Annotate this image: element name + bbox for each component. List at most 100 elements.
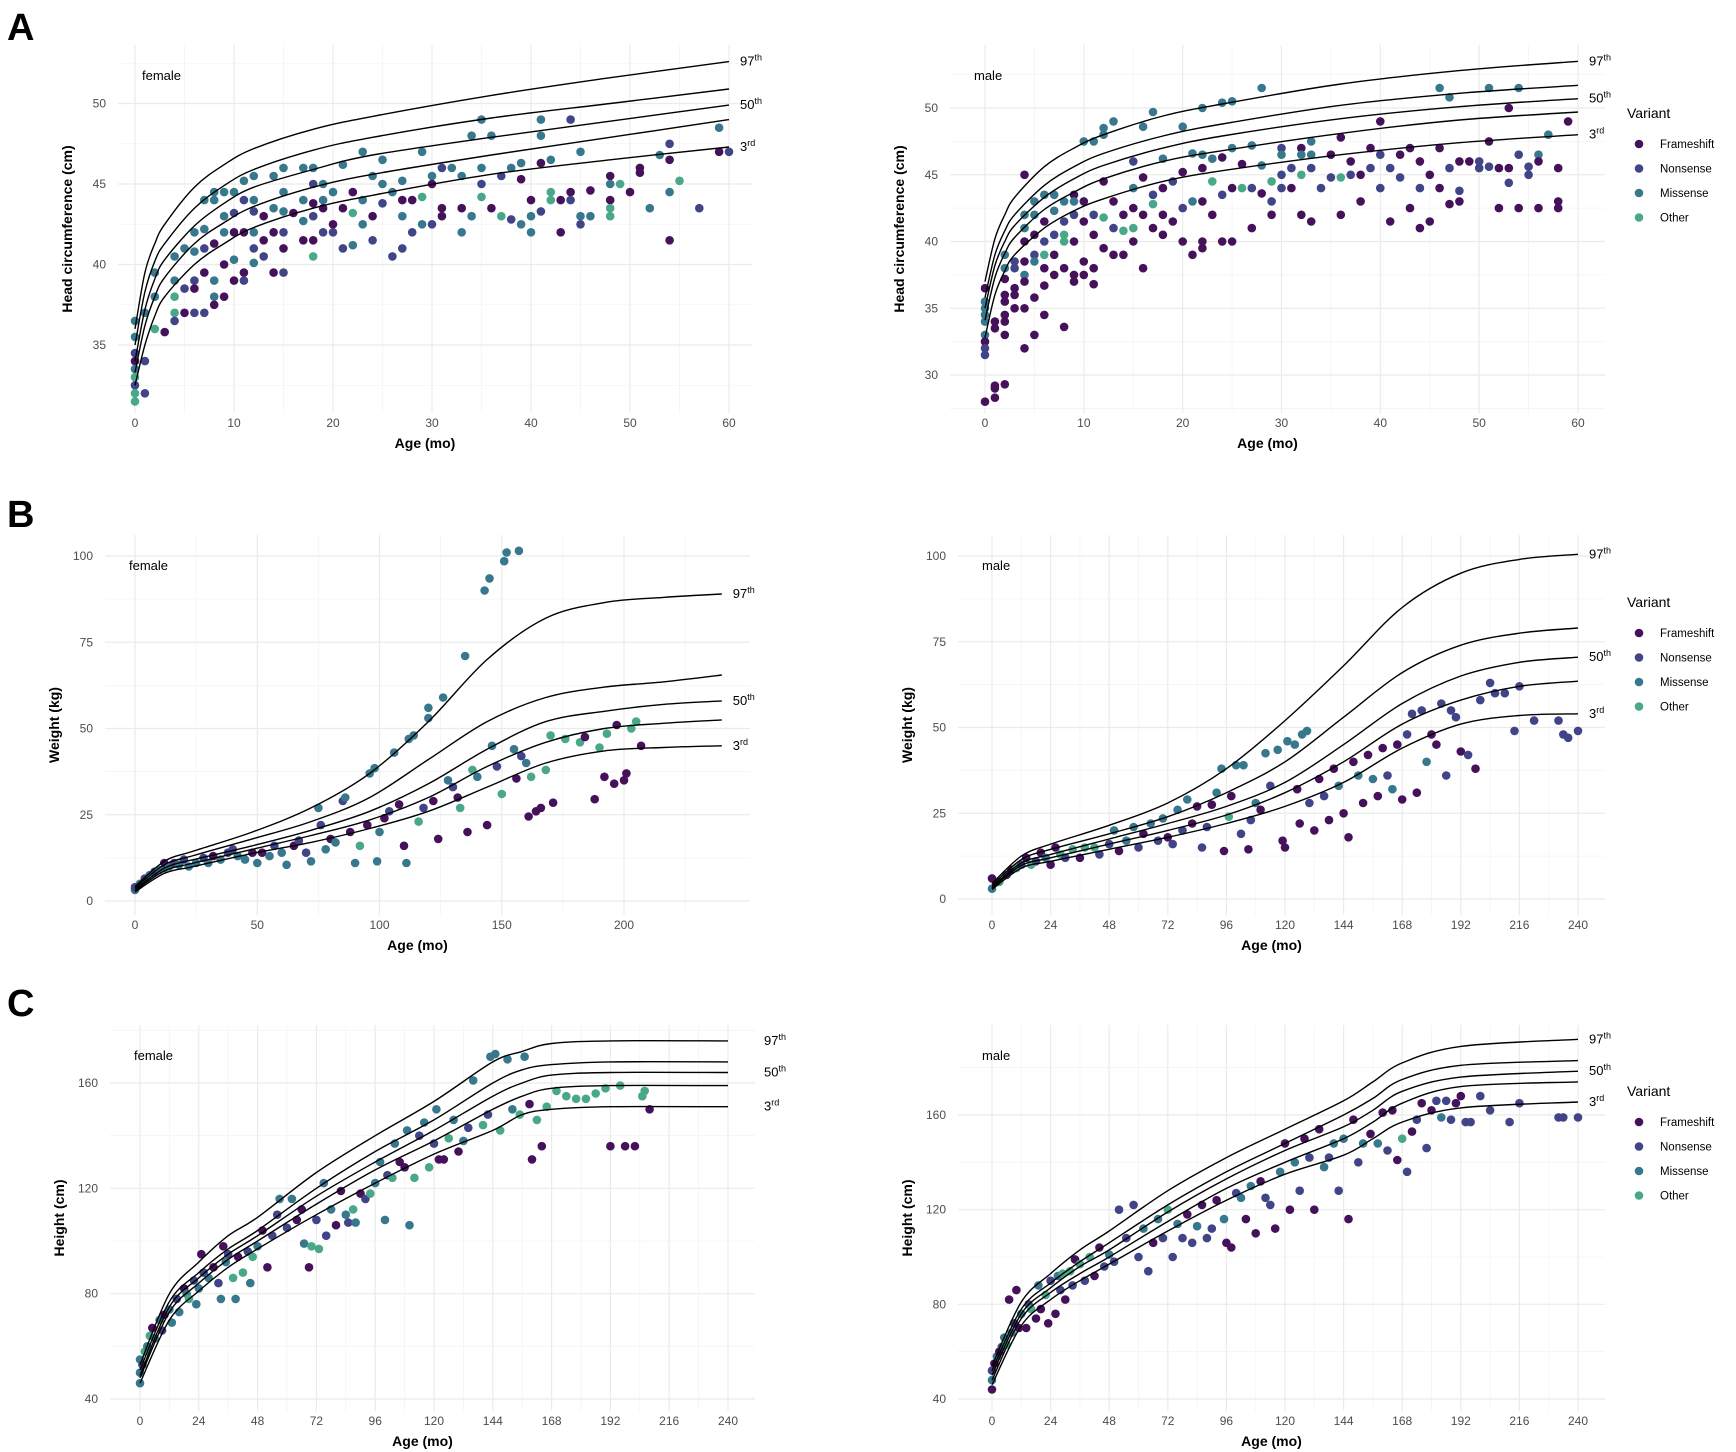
percentile-label: 97th xyxy=(764,1032,786,1048)
data-point-frameshift xyxy=(714,147,724,157)
data-point-nonsense xyxy=(1446,706,1456,715)
data-point-missense xyxy=(1020,270,1029,280)
legend-key-nonsense xyxy=(1634,164,1644,173)
data-point-missense xyxy=(1239,760,1248,770)
x-tick-label: 48 xyxy=(1103,1414,1117,1428)
data-point-nonsense xyxy=(536,207,546,216)
data-point-frameshift xyxy=(219,292,229,302)
data-point-missense xyxy=(1445,93,1454,102)
x-tick-label: 50 xyxy=(251,918,265,932)
x-tick-label: 96 xyxy=(369,1414,383,1428)
data-point-missense xyxy=(1219,1214,1229,1224)
data-point-other xyxy=(348,1205,358,1214)
data-point-frameshift xyxy=(1292,784,1302,794)
data-point-nonsense xyxy=(308,211,318,221)
percentile-curve xyxy=(139,1105,729,1384)
y-tick-label: 80 xyxy=(85,1287,99,1301)
percentile-curve xyxy=(991,1059,1579,1371)
y-tick-label: 75 xyxy=(80,635,94,649)
percentile-label-suffix: th xyxy=(1603,648,1611,658)
percentile-label-suffix: th xyxy=(1603,52,1611,62)
data-point-nonsense xyxy=(1247,183,1257,193)
data-point-missense xyxy=(1277,150,1286,159)
data-point-nonsense xyxy=(477,179,486,189)
data-point-nonsense xyxy=(980,344,990,353)
data-point-frameshift xyxy=(348,187,358,197)
data-point-frameshift xyxy=(160,327,169,337)
y-tick-label: 40 xyxy=(85,1392,99,1406)
percentile-label-number: 3 xyxy=(1589,706,1596,721)
legend: Variant Frameshift Nonsense Missense Other xyxy=(1627,594,1715,714)
data-point-frameshift xyxy=(1012,1285,1021,1295)
data-point-frameshift xyxy=(1129,237,1138,246)
percentile-label-suffix: th xyxy=(747,585,755,595)
data-point-frameshift xyxy=(525,1099,534,1109)
data-point-other xyxy=(532,1115,542,1125)
data-point-frameshift xyxy=(279,244,288,253)
data-point-missense xyxy=(480,586,489,595)
data-point-frameshift xyxy=(1376,117,1385,126)
percentile-label-suffix: th xyxy=(1603,90,1611,100)
percentile-label: 3rd xyxy=(1589,126,1604,142)
data-point-missense xyxy=(249,228,259,237)
percentile-label-number: 97 xyxy=(733,586,747,601)
data-point-frameshift xyxy=(1069,237,1079,246)
data-point-other xyxy=(581,1094,591,1104)
legend-title: Variant xyxy=(1627,105,1670,121)
data-point-frameshift xyxy=(1395,150,1405,159)
x-axis-title: Age (mo) xyxy=(1237,435,1298,451)
data-point-nonsense xyxy=(190,308,199,318)
data-point-other xyxy=(1099,213,1108,222)
data-point-missense xyxy=(229,255,239,264)
panel-subtitle: male xyxy=(982,558,1010,573)
data-point-other xyxy=(414,817,423,826)
data-point-frameshift xyxy=(1079,270,1089,280)
data-point-nonsense xyxy=(576,220,585,229)
data-point-frameshift xyxy=(1059,263,1069,273)
data-point-missense xyxy=(331,838,340,847)
data-point-missense xyxy=(351,1218,360,1227)
data-point-other xyxy=(526,772,536,782)
data-point-frameshift xyxy=(620,1141,630,1151)
percentile-label: 3rd xyxy=(740,138,755,154)
y-tick-label: 45 xyxy=(925,168,939,182)
percentile-label-number: 97 xyxy=(1589,546,1603,561)
data-point-nonsense xyxy=(1510,726,1519,736)
x-tick-label: 30 xyxy=(1275,416,1289,430)
x-tick-label: 216 xyxy=(1509,1414,1529,1428)
data-point-missense xyxy=(576,147,585,157)
data-point-frameshift xyxy=(1393,740,1402,749)
data-point-missense xyxy=(209,292,219,302)
data-point-nonsense xyxy=(338,244,348,253)
percentile-curve xyxy=(134,88,730,346)
data-point-frameshift xyxy=(1504,103,1514,113)
data-point-missense xyxy=(576,211,585,221)
data-point-nonsense xyxy=(398,244,407,253)
data-point-missense xyxy=(348,240,358,250)
data-point-frameshift xyxy=(665,236,674,245)
data-point-nonsense xyxy=(464,1123,473,1133)
data-point-missense xyxy=(209,276,219,285)
data-point-missense xyxy=(1183,795,1192,804)
data-point-nonsense xyxy=(517,751,526,761)
data-point-frameshift xyxy=(1168,217,1178,226)
data-point-missense xyxy=(526,211,536,221)
data-point-frameshift xyxy=(1278,836,1287,845)
data-point-nonsense xyxy=(1207,1224,1217,1233)
data-point-frameshift xyxy=(1043,1319,1053,1328)
data-point-missense xyxy=(1306,150,1316,159)
data-point-nonsense xyxy=(328,228,338,237)
data-point-missense xyxy=(252,858,262,868)
legend-label-nonsense: Nonsense xyxy=(1660,164,1712,176)
data-point-missense xyxy=(194,1284,204,1293)
x-tick-label: 50 xyxy=(1472,416,1486,430)
data-point-other xyxy=(562,1091,571,1101)
x-axis-title: Age (mo) xyxy=(1241,937,1302,953)
legend-key-frameshift xyxy=(1634,1117,1644,1127)
legend-key-other xyxy=(1634,1191,1644,1200)
percentile-curve xyxy=(984,134,1579,338)
data-point-frameshift xyxy=(536,158,546,168)
data-point-frameshift xyxy=(1217,237,1227,246)
